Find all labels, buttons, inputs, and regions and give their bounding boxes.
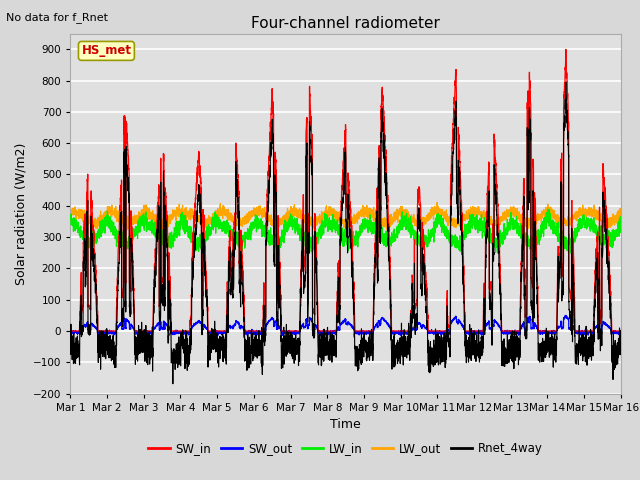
Text: HS_met: HS_met: [81, 44, 131, 58]
Title: Four-channel radiometer: Four-channel radiometer: [251, 16, 440, 31]
Text: No data for f_Rnet: No data for f_Rnet: [6, 12, 108, 23]
X-axis label: Time: Time: [330, 418, 361, 431]
Legend: SW_in, SW_out, LW_in, LW_out, Rnet_4way: SW_in, SW_out, LW_in, LW_out, Rnet_4way: [143, 437, 548, 460]
Y-axis label: Solar radiation (W/m2): Solar radiation (W/m2): [15, 143, 28, 285]
